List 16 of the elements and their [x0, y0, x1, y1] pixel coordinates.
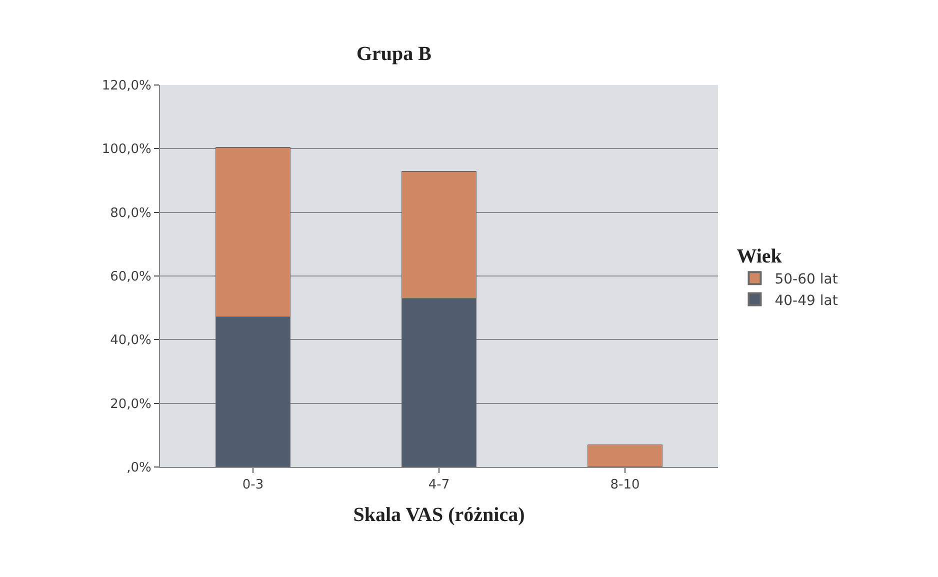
y-tick-label: ,0% — [126, 460, 152, 476]
y-tick-label: 120,0% — [102, 78, 152, 94]
legend-label: 50-60 lat — [774, 272, 838, 288]
x-tick-label: 4-7 — [428, 478, 450, 493]
y-tick-label: 20,0% — [110, 396, 152, 412]
x-tick-label: 8-10 — [610, 478, 640, 493]
chart-title: Grupa B — [356, 43, 432, 66]
legend-title: Wiek — [736, 246, 783, 268]
y-tick-label: 100,0% — [102, 142, 152, 158]
legend-label: 40-49 lat — [774, 292, 838, 309]
bar — [587, 444, 663, 467]
x-tick-label: 0-3 — [242, 478, 264, 493]
y-tick-label: 80,0% — [110, 206, 152, 221]
x-axis-title: Skala VAS (różnica) — [353, 504, 525, 526]
y-tick-label: 60,0% — [110, 270, 152, 285]
y-tick-label: 40,0% — [110, 333, 152, 348]
